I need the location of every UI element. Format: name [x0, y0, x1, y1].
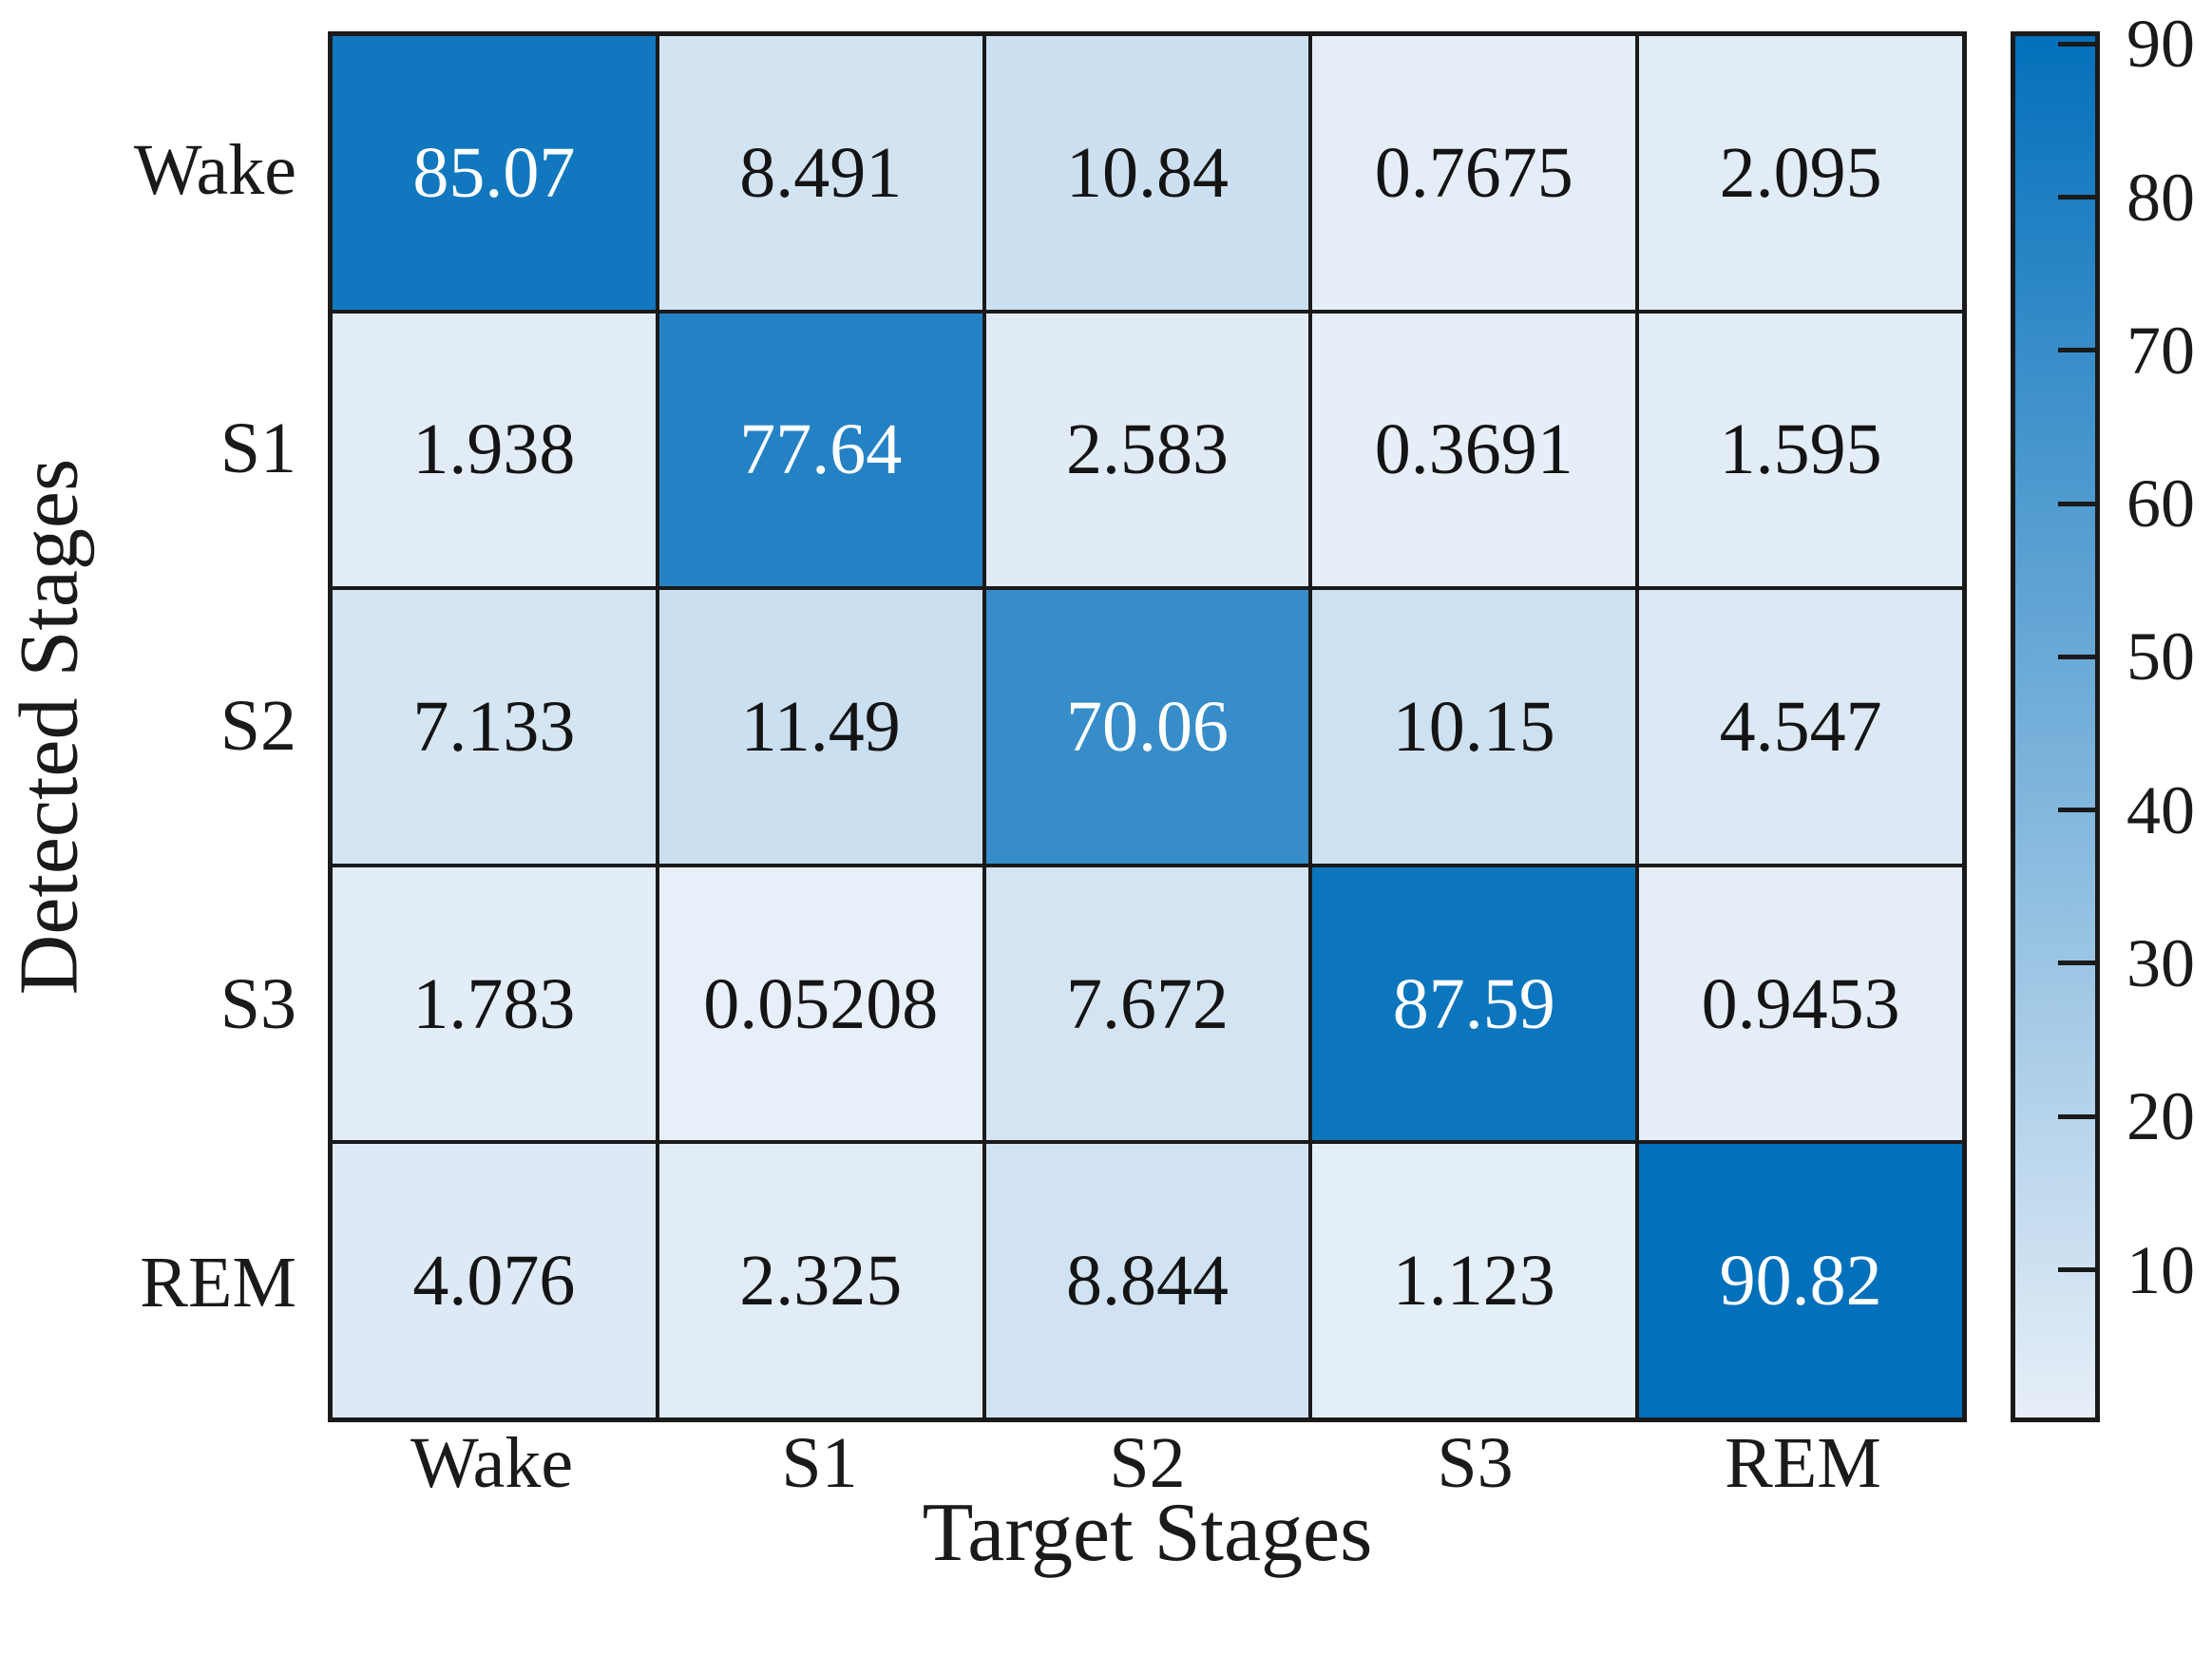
matrix-cell: 4.076: [333, 1144, 656, 1417]
colorbar-tick-label: 20: [2126, 1078, 2195, 1155]
matrix-cell: 4.547: [1639, 590, 1962, 864]
matrix-cell: 70.06: [985, 590, 1309, 864]
matrix-cell-value: 1.938: [412, 409, 576, 490]
matrix-cell-value: 0.05208: [703, 963, 939, 1044]
matrix-cell-value: 2.583: [1065, 409, 1229, 490]
matrix-cell: 7.672: [985, 866, 1309, 1141]
matrix-cell-value: 8.491: [739, 132, 903, 213]
x-tick-label: REM: [1725, 1423, 1881, 1503]
matrix-cell: 10.84: [985, 36, 1309, 310]
matrix-cell: 7.133: [333, 590, 656, 864]
matrix-cell-value: 0.3691: [1374, 409, 1573, 490]
matrix-cell: 0.3691: [1312, 313, 1636, 587]
colorbar-tick-label: 30: [2126, 924, 2195, 1001]
colorbar-tick-label: 40: [2126, 771, 2195, 848]
matrix-cell-value: 10.15: [1392, 686, 1555, 767]
colorbar-tick: [2058, 808, 2100, 813]
matrix-cell-value: 1.783: [412, 963, 576, 1044]
x-tick-label: S2: [1109, 1423, 1186, 1503]
matrix-cell-value: 8.844: [1065, 1241, 1229, 1322]
matrix-cell-value: 0.9453: [1701, 963, 1900, 1044]
colorbar-tick-label: 70: [2126, 312, 2195, 389]
y-tick-label: Wake: [133, 129, 296, 210]
matrix-cell-value: 11.49: [740, 686, 901, 767]
colorbar-tick: [2058, 501, 2100, 506]
x-axis-tick-labels: Wake S1 S2 S3 REM: [328, 1425, 1967, 1501]
x-axis-title: Target Stages: [922, 1487, 1373, 1579]
matrix-cell-value: 7.133: [412, 686, 576, 767]
matrix-cell: 0.7675: [1312, 36, 1636, 310]
matrix-cell-value: 4.076: [412, 1241, 576, 1322]
colorbar-tick: [2058, 1113, 2100, 1119]
matrix-cell: 8.844: [985, 1144, 1309, 1417]
heatmap-grid: 85.07 8.491 10.84 0.7675 2.095 1.938 77.64 2.58…: [328, 31, 1967, 1422]
y-axis-tick-labels: Wake S1 S2 S3 REM: [0, 31, 296, 1422]
matrix-cell: 87.59: [1312, 866, 1636, 1141]
y-tick-label: REM: [140, 1243, 296, 1323]
colorbar-tick-label: 10: [2126, 1231, 2195, 1308]
colorbar-tick: [2058, 654, 2100, 659]
colorbar-tick-label: 90: [2126, 6, 2195, 83]
matrix-cell-value: 4.547: [1719, 686, 1882, 767]
matrix-cell: 1.938: [333, 313, 656, 587]
y-tick-label: S1: [219, 408, 296, 488]
colorbar: [2011, 31, 2100, 1422]
colorbar-tick-label: 80: [2126, 159, 2195, 236]
x-tick-label: S3: [1437, 1423, 1514, 1503]
x-tick-label: S1: [781, 1423, 858, 1503]
matrix-cell: 1.595: [1639, 313, 1962, 587]
matrix-cell: 10.15: [1312, 590, 1636, 864]
matrix-cell: 85.07: [333, 36, 656, 310]
matrix-cell-value: 77.64: [739, 409, 903, 490]
matrix-cell: 2.583: [985, 313, 1309, 587]
colorbar-tick: [2058, 195, 2100, 200]
matrix-cell: 2.095: [1639, 36, 1962, 310]
matrix-cell-value: 2.095: [1719, 132, 1882, 213]
colorbar-tick: [2058, 961, 2100, 966]
matrix-cell-value: 0.7675: [1374, 132, 1573, 213]
matrix-cell-value: 70.06: [1065, 686, 1229, 767]
matrix-cell-value: 90.82: [1719, 1241, 1882, 1322]
matrix-cell-value: 87.59: [1392, 963, 1555, 1044]
matrix-cell-value: 1.595: [1719, 409, 1882, 490]
matrix-cell: 1.123: [1312, 1144, 1636, 1417]
matrix-cell: 1.783: [333, 866, 656, 1141]
colorbar-tick: [2058, 348, 2100, 353]
y-tick-label: S2: [219, 686, 296, 767]
matrix-cell-value: 85.07: [412, 132, 576, 213]
colorbar-tick-label: 60: [2126, 466, 2195, 542]
x-tick-label: Wake: [410, 1423, 574, 1503]
colorbar-tick: [2058, 41, 2100, 47]
matrix-cell: 0.9453: [1639, 866, 1962, 1141]
colorbar-tick: [2058, 1267, 2100, 1273]
matrix-cell: 8.491: [658, 36, 982, 310]
matrix-cell-value: 1.123: [1392, 1241, 1555, 1322]
matrix-cell: 11.49: [658, 590, 982, 864]
matrix-cell: 90.82: [1639, 1144, 1962, 1417]
matrix-cell-value: 2.325: [739, 1241, 903, 1322]
matrix-cell: 77.64: [658, 313, 982, 587]
colorbar-tick-label: 50: [2126, 618, 2195, 695]
y-tick-label: S3: [219, 964, 296, 1045]
matrix-cell: 0.05208: [658, 866, 982, 1141]
matrix-cell-value: 10.84: [1065, 132, 1229, 213]
matrix-cell: 2.325: [658, 1144, 982, 1417]
matrix-cell-value: 7.672: [1065, 963, 1229, 1044]
